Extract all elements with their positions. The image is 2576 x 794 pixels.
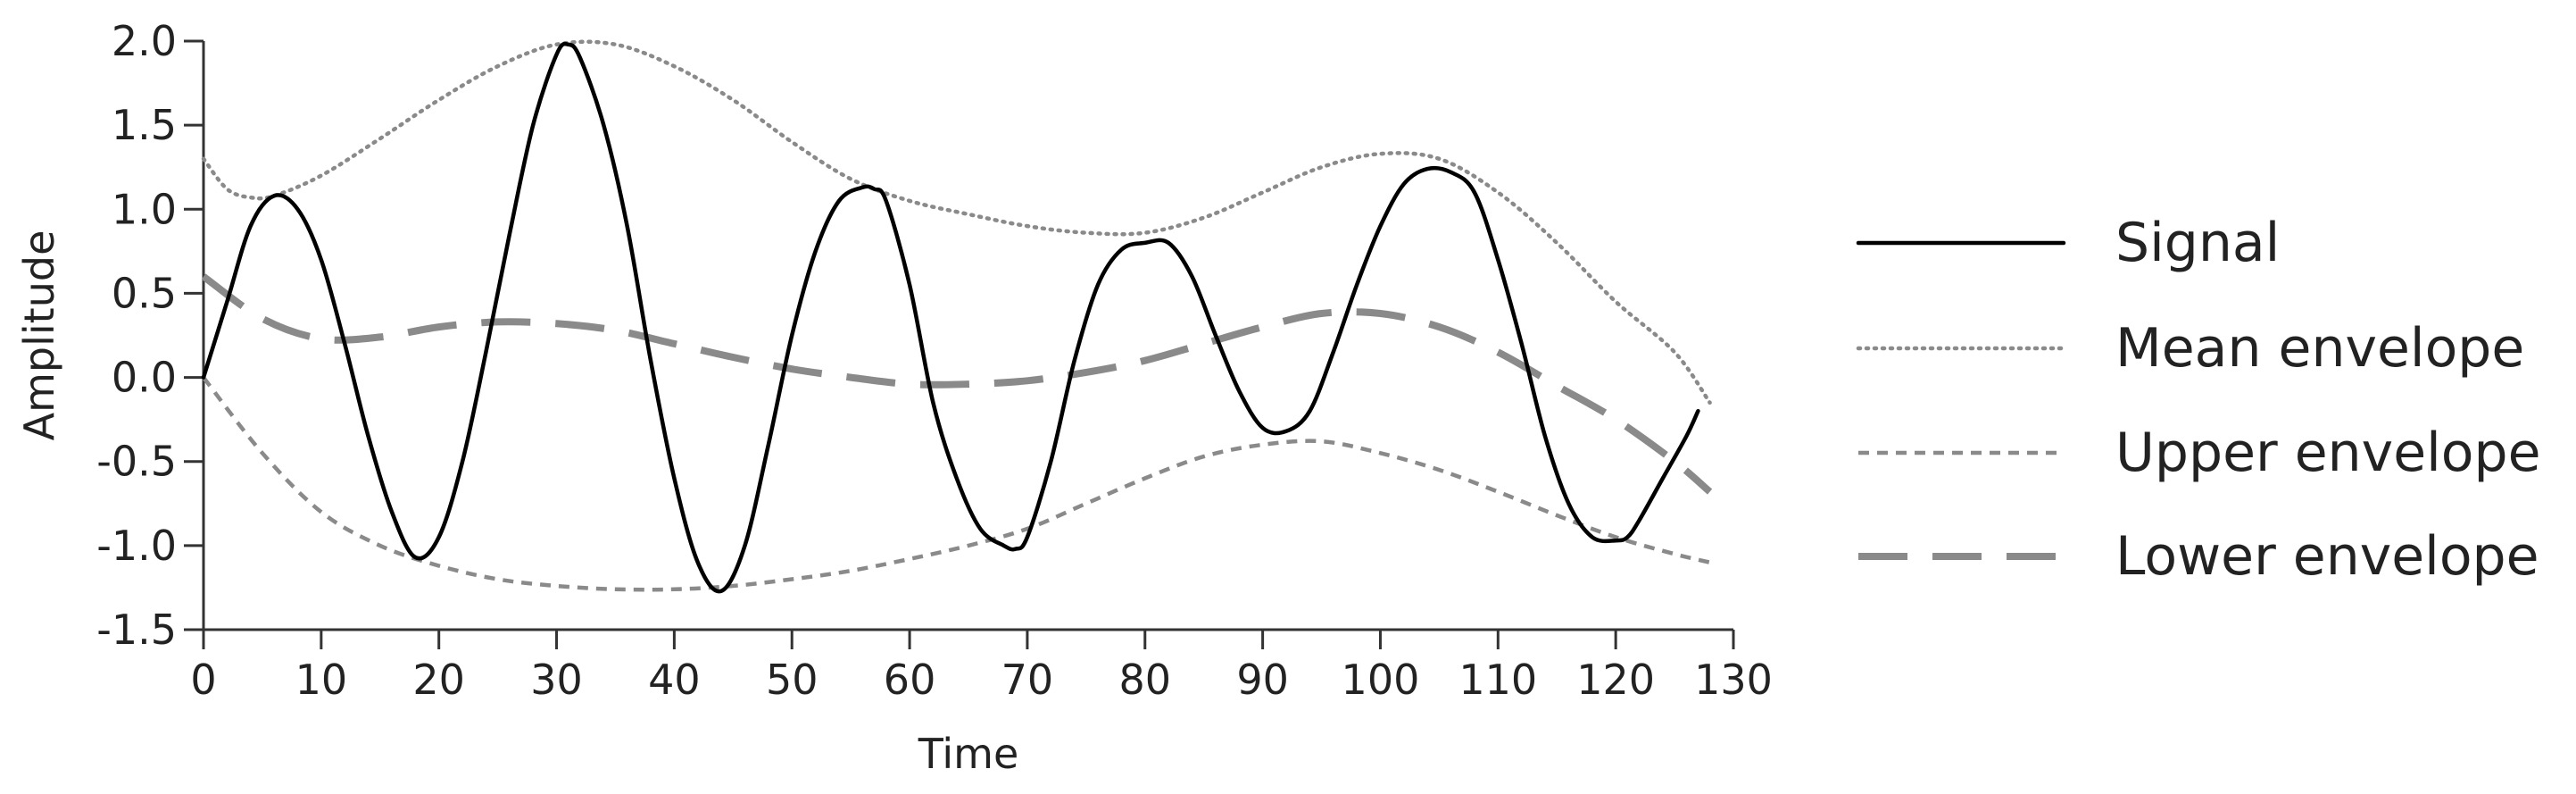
x-tick-label: 80	[1118, 656, 1171, 704]
y-tick-label: 1.0	[112, 185, 177, 233]
y-axis-ticks: -1.5 -1.0 -0.5 0.0 0.5 1.0 1.5 2.0	[96, 17, 204, 654]
legend-label: Lower envelope	[2115, 525, 2539, 588]
x-tick-label: 60	[884, 656, 936, 704]
x-tick-label: 130	[1694, 656, 1773, 704]
y-tick-label: -1.0	[96, 522, 177, 570]
legend: Signal Mean envelope Upper envelope Lower e…	[1856, 212, 2540, 588]
x-tick-label: 50	[766, 656, 819, 704]
y-tick-label: -0.5	[96, 438, 177, 486]
x-tick-label: 0	[190, 656, 216, 704]
series-line-signal	[201, 41, 1700, 594]
y-tick-label: 1.5	[112, 101, 177, 149]
x-tick-label: 110	[1458, 656, 1537, 704]
x-tick-label: 70	[1001, 656, 1054, 704]
x-tick-label: 120	[1576, 656, 1655, 704]
series-line-lower-envelope	[201, 273, 1713, 495]
y-tick-label: -1.5	[96, 606, 177, 654]
series-line-mean-envelope	[201, 39, 1712, 405]
y-tick-label: 0.0	[112, 354, 177, 402]
legend-label: Mean envelope	[2115, 317, 2524, 380]
legend-label: Signal	[2115, 212, 2280, 274]
x-tick-label: 40	[648, 656, 701, 704]
x-tick-label: 90	[1236, 656, 1289, 704]
series-line-upper-envelope	[202, 376, 1711, 592]
y-tick-label: 0.5	[112, 269, 177, 317]
y-tick-label: 2.0	[112, 17, 177, 65]
x-axis-title: Time	[918, 730, 1019, 778]
x-tick-label: 100	[1342, 656, 1420, 704]
y-axis-title: Amplitude	[15, 230, 63, 441]
axes: 0 10 20 30 40 50 60 70 80 90 100 110 120 130 -1.5 -1.0…	[96, 17, 1773, 704]
x-tick-label: 20	[412, 656, 465, 704]
x-tick-label: 30	[530, 656, 583, 704]
legend-label: Upper envelope	[2115, 422, 2540, 484]
series-lines	[201, 39, 1713, 594]
x-axis-ticks: 0 10 20 30 40 50 60 70 80 90 100 110 120 130	[190, 630, 1773, 704]
x-tick-label: 10	[295, 656, 348, 704]
